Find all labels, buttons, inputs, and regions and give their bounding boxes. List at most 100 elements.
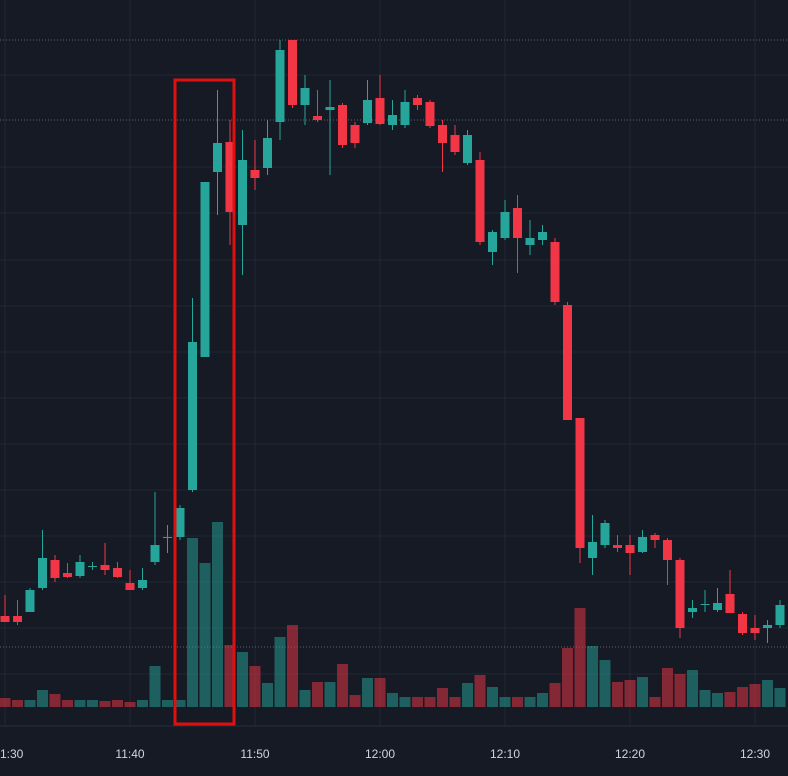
candle-body: [213, 143, 222, 172]
volume-bar: [724, 692, 736, 707]
candle-body: [475, 160, 485, 242]
candle-body: [188, 342, 197, 490]
candle-body: [388, 115, 397, 125]
volume-bar: [74, 700, 86, 707]
volume-bar: [99, 701, 111, 707]
candle-body: [363, 100, 372, 123]
candle-body: [163, 537, 172, 538]
candle-body: [713, 603, 722, 610]
candle-body: [500, 212, 510, 238]
volume-bar: [249, 666, 261, 707]
candle-body: [463, 135, 472, 163]
volume-bar: [262, 683, 273, 707]
volume-bar: [699, 690, 711, 707]
candle-body: [75, 562, 85, 576]
highlight-box: [173, 78, 236, 726]
volume-bar: [312, 682, 323, 707]
volume-bar: [712, 693, 723, 707]
volume-bar: [537, 693, 548, 707]
volume-bar: [474, 675, 486, 707]
candle-body: [113, 568, 122, 577]
candle-body: [313, 116, 322, 120]
volume-bar: [737, 687, 748, 707]
candle-body: [275, 50, 285, 122]
candle-body: [413, 98, 422, 105]
volume-bar: [62, 700, 73, 707]
candle-body: [613, 545, 622, 548]
volume-bar: [374, 678, 386, 707]
candle-body: [400, 102, 410, 125]
volume-bar: [574, 608, 586, 707]
volume-bar: [87, 700, 98, 707]
volume-bar: [349, 695, 361, 707]
candle-body: [425, 102, 435, 126]
candle-body: [250, 170, 260, 178]
volume-bar: [324, 682, 336, 707]
volume-bar: [362, 678, 373, 707]
volume-bar: [637, 677, 648, 707]
volume-bar: [299, 690, 311, 707]
x-tick-label: 12:10: [490, 747, 520, 761]
volume-bar: [149, 666, 161, 707]
candle-body: [550, 242, 560, 302]
candle-body: [350, 125, 360, 143]
candle-body: [775, 605, 785, 625]
candle-body: [150, 545, 160, 562]
volume-bar: [287, 625, 298, 707]
volume-bar: [437, 688, 448, 707]
x-tick-label: 1:30: [0, 747, 24, 761]
volume-bar: [337, 664, 348, 707]
candle-body: [700, 604, 710, 605]
candle-body: [125, 583, 135, 590]
volume-bar: [24, 700, 36, 707]
candle-body: [175, 508, 185, 537]
candle-body: [588, 542, 597, 558]
candle-body: [100, 565, 110, 570]
volume-bar: [49, 694, 61, 707]
candle-body: [738, 614, 747, 633]
candle-body: [38, 558, 47, 588]
x-tick-label: 12:30: [740, 747, 770, 761]
volume-bar: [462, 683, 473, 707]
volume-bar: [387, 693, 398, 707]
candle-body: [450, 135, 460, 152]
volume-bar: [187, 538, 198, 707]
candle-body: [25, 590, 35, 612]
volume-bar: [174, 700, 186, 707]
volume-bar: [449, 697, 461, 707]
candle-body: [638, 537, 647, 552]
candle-body: [688, 608, 697, 612]
volume-bar: [212, 522, 223, 707]
candle-body: [288, 40, 297, 105]
candle-body: [63, 573, 72, 577]
volume-bar: [399, 697, 411, 707]
volume-bar: [587, 646, 598, 707]
volume-bar: [762, 680, 773, 707]
candle-body: [763, 625, 772, 628]
x-tick-label: 11:40: [115, 747, 144, 761]
volume-bar: [512, 697, 523, 707]
candle-body: [338, 105, 347, 145]
volume-bar: [774, 688, 786, 707]
candle-body: [225, 142, 235, 212]
candle-body: [375, 98, 385, 124]
volume-bar: [549, 683, 561, 707]
volume-bar: [674, 674, 686, 707]
candle-body: [650, 535, 660, 540]
volume-bar: [649, 697, 661, 707]
candle-body: [525, 238, 535, 245]
volume-bar: [562, 648, 573, 707]
volume-bar: [487, 687, 498, 707]
candle-body: [725, 594, 735, 613]
candle-body: [750, 628, 760, 633]
candle-body: [0, 616, 10, 622]
volume-bar: [237, 652, 248, 707]
volume-bar: [624, 680, 636, 707]
x-tick-label: 11:50: [240, 747, 269, 761]
volume-bar: [224, 645, 236, 707]
candle-body: [238, 160, 247, 225]
volume-bar: [687, 670, 698, 707]
candle-body: [663, 540, 672, 560]
volume-bar: [424, 697, 436, 707]
